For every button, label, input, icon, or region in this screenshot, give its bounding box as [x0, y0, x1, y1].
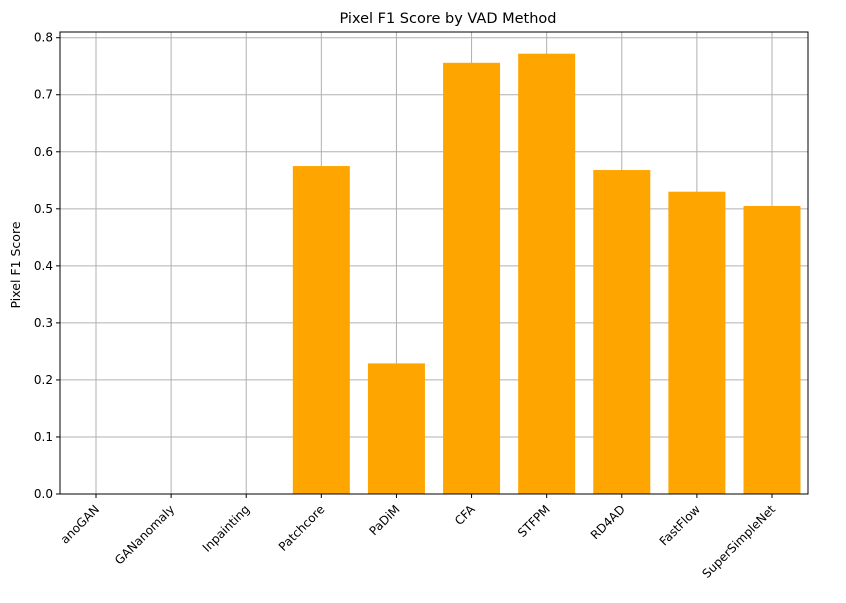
x-tick-label: RD4AD — [588, 502, 628, 542]
x-tick-label: PaDiM — [367, 502, 403, 538]
bar-rd4ad — [593, 170, 651, 494]
bar-stfpm — [518, 53, 576, 494]
y-tick-label: 0.1 — [34, 430, 53, 444]
bar-supersimplenet — [743, 205, 801, 495]
y-tick-label: 0.5 — [34, 202, 53, 216]
x-tick-label: STFPM — [515, 502, 553, 540]
y-tick-label: 0.6 — [34, 145, 53, 159]
x-tick-label: Patchcore — [276, 502, 328, 554]
bar-fastflow — [668, 191, 726, 494]
x-tick-label: GANanomaly — [112, 502, 177, 567]
y-tick-label: 0.7 — [34, 88, 53, 102]
bars — [292, 53, 801, 495]
plot-frame — [59, 31, 809, 495]
bar-patchcore — [292, 166, 350, 494]
y-tick-label: 0.2 — [34, 373, 53, 387]
tick-labels: 0.0 0.1 0.2 0.3 0.4 0.5 0.6 0.7 0.8 anoGAN GANanom… — [34, 31, 778, 581]
x-tick-label: FastFlow — [657, 502, 703, 548]
x-tick-label: SuperSimpleNet — [699, 502, 778, 581]
chart-title: Pixel F1 Score by VAD Method — [339, 11, 556, 27]
bar-padim — [367, 363, 425, 494]
x-tick-label: CFA — [452, 502, 478, 528]
y-tick-label: 0.4 — [34, 259, 53, 273]
x-tick-label: Inpainting — [200, 502, 253, 555]
y-tick-label: 0.8 — [34, 31, 53, 45]
y-tick-label: 0.3 — [34, 316, 53, 330]
y-tick-label: 0.0 — [34, 487, 53, 501]
x-tick-label: anoGAN — [58, 502, 102, 546]
axes — [56, 31, 809, 498]
y-axis-label: Pixel F1 Score — [8, 221, 23, 308]
bar-cfa — [443, 62, 501, 495]
